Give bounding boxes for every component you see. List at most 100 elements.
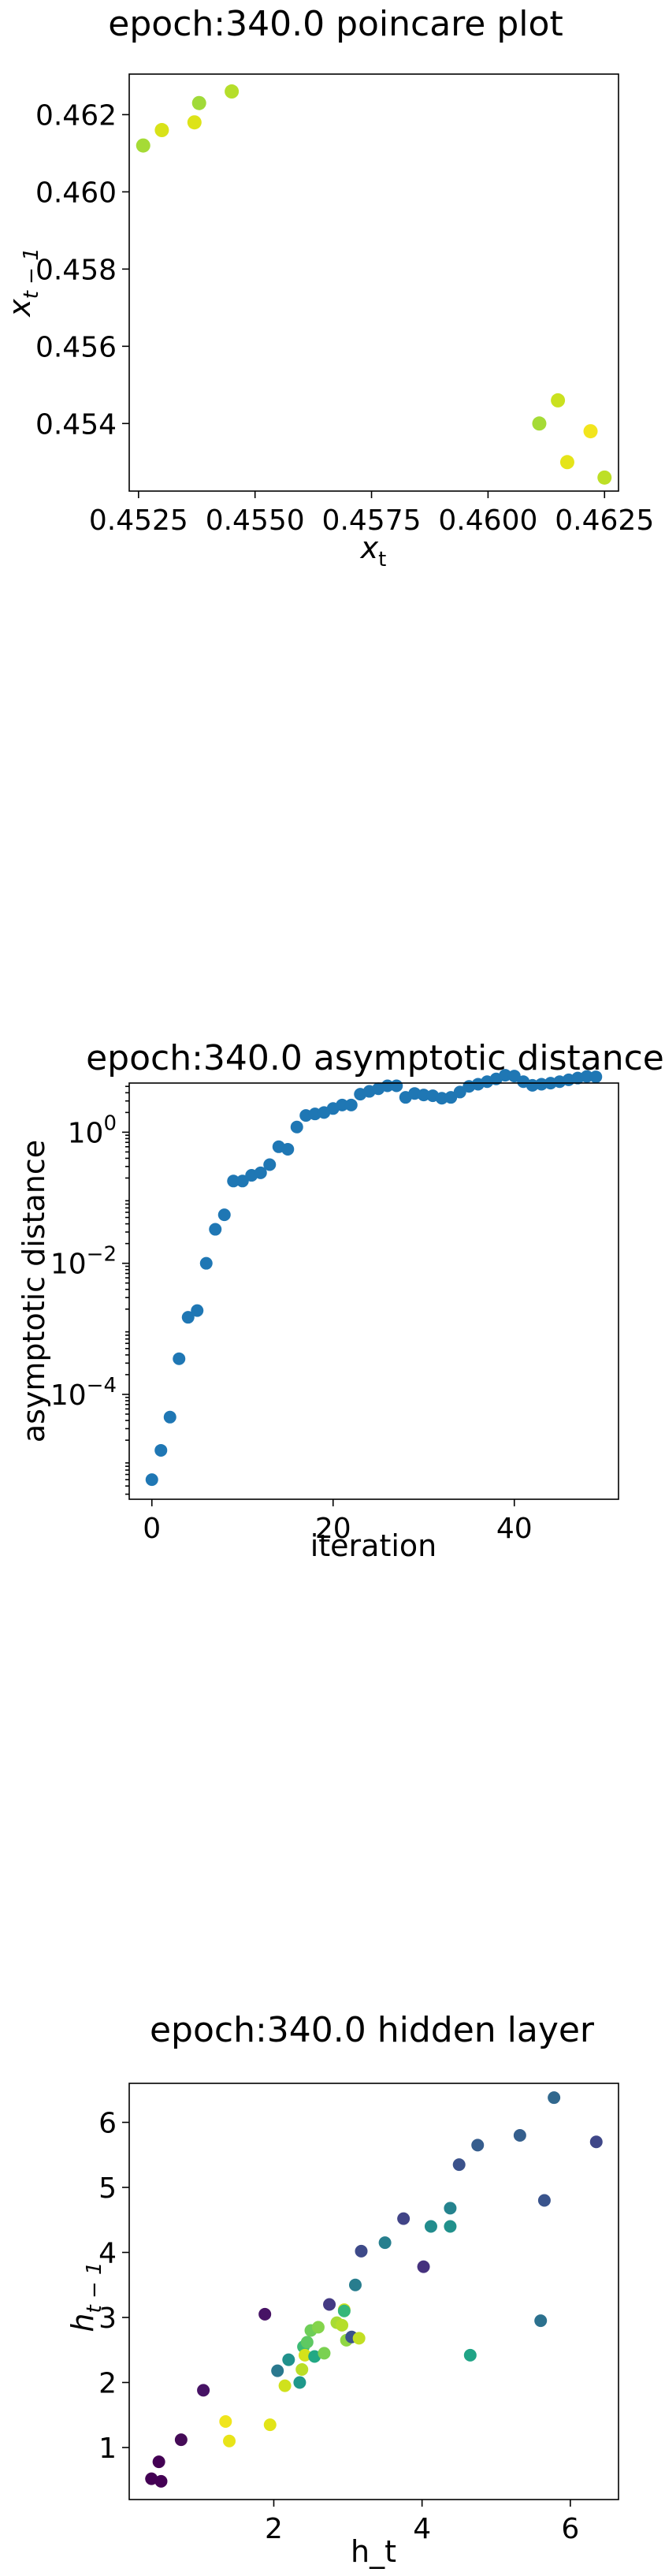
data-point [223, 2434, 236, 2448]
asymptotic-distance-x-label: iteration [310, 1528, 437, 1563]
poincare-plot-title: epoch:340.0 poincare plot [108, 4, 563, 44]
poincare-plot-points [136, 84, 612, 485]
data-point [583, 424, 598, 439]
data-point [336, 1098, 349, 1111]
data-point [174, 2433, 188, 2447]
data-point [444, 2202, 457, 2215]
data-point [271, 2364, 284, 2377]
hidden-layer-y-ticks: 1 2 3 4 5 6 [98, 2108, 129, 2465]
data-point [559, 455, 574, 470]
poincare-plot-y-ticks: 0.454 0.456 0.458 0.460 0.462 [35, 99, 129, 441]
data-point [435, 1092, 448, 1105]
y-tick-label: 0.454 [35, 408, 117, 441]
data-point [323, 2298, 336, 2311]
y-tick-label: 10−4 [50, 1374, 117, 1412]
data-point [191, 95, 206, 110]
poincare-plot-x-ticks: 0.4525 0.4550 0.4575 0.4600 0.4625 [89, 491, 654, 537]
data-point [263, 2418, 277, 2432]
data-point [417, 1089, 430, 1102]
data-point [197, 2384, 210, 2397]
hidden-layer-x-ticks: 2 4 6 [265, 2500, 579, 2545]
data-point [308, 2350, 321, 2363]
y-tick-label: 0.460 [35, 177, 117, 209]
x-tick-label: 0.4600 [438, 504, 537, 537]
data-point [136, 138, 150, 153]
data-point [199, 1256, 213, 1270]
data-point [471, 2139, 485, 2152]
x-tick-label: 0 [143, 1513, 161, 1545]
data-point [281, 1142, 295, 1156]
x-tick-label: 0.4625 [555, 504, 654, 537]
y-tick-label: 6 [98, 2108, 117, 2140]
data-point [548, 2091, 561, 2105]
data-point [390, 1079, 403, 1093]
data-point [597, 470, 612, 485]
y-tick-label: 10−2 [50, 1243, 117, 1281]
data-point [295, 2363, 309, 2376]
asymptotic-distance-frame [128, 1082, 619, 1500]
data-point [219, 2415, 232, 2428]
y-tick-label: 100 [68, 1111, 117, 1149]
y-tick-label: 0.456 [35, 331, 117, 363]
hidden-layer-x-label: h_t [351, 2534, 396, 2569]
data-point [580, 1070, 593, 1083]
data-point [152, 2455, 165, 2469]
data-point [145, 1473, 158, 1487]
x-tick-label: 0.4575 [322, 504, 422, 537]
data-point [499, 1069, 512, 1082]
data-point [145, 2472, 158, 2485]
data-point [173, 1352, 186, 1365]
asymptotic-distance-plot: epoch:340.0 asymptotic distance 0 20 40 10… [17, 1038, 664, 1563]
data-point [378, 2236, 392, 2250]
poincare-plot-y-label: xt − 1 [2, 248, 43, 318]
data-point [225, 84, 240, 99]
data-point [258, 2307, 272, 2321]
asymptotic-distance-x-ticks: 0 20 40 [143, 1499, 533, 1545]
data-point [551, 393, 566, 408]
data-point [236, 1174, 249, 1188]
data-point [209, 1223, 222, 1236]
asymptotic-distance-title: epoch:340.0 asymptotic distance [86, 1038, 664, 1078]
data-point [344, 1098, 358, 1111]
y-tick-label: 5 [98, 2172, 117, 2205]
x-tick-label: 40 [496, 1513, 533, 1545]
hidden-layer-title: epoch:340.0 hidden layer [150, 2010, 595, 2050]
asymptotic-distance-y-label: asymptotic distance [17, 1140, 51, 1442]
data-point [452, 2158, 466, 2172]
poincare-plot: epoch:340.0 poincare plot 0.4525 0.4550 0.… [2, 4, 654, 571]
y-tick-label: 0.458 [35, 254, 117, 286]
data-point [348, 2278, 362, 2291]
data-point [507, 1070, 521, 1083]
data-point [311, 2321, 325, 2334]
data-point [278, 2379, 292, 2392]
data-point [300, 2336, 314, 2349]
data-point [227, 1174, 240, 1188]
data-point [417, 2260, 430, 2273]
data-point [397, 2212, 411, 2225]
data-point [187, 115, 202, 130]
data-point [154, 2474, 168, 2488]
data-point [355, 2244, 368, 2258]
data-point [154, 123, 169, 138]
data-point [424, 2220, 437, 2233]
data-point [318, 2347, 331, 2360]
data-point [589, 2135, 603, 2149]
hidden-layer-frame [128, 2083, 619, 2500]
data-point [534, 2314, 548, 2328]
data-point [463, 2348, 477, 2362]
data-point [298, 2348, 311, 2362]
poincare-plot-x-label: xt [360, 530, 387, 571]
data-point [154, 1443, 168, 1457]
asymptotic-distance-y-ticks: 10−4 10−2 100 [50, 1085, 129, 1495]
x-tick-label: 0.4550 [206, 504, 305, 537]
data-point [191, 1304, 204, 1317]
y-tick-label: 4 [98, 2238, 117, 2270]
data-point [263, 1158, 277, 1171]
data-point [513, 2129, 526, 2142]
data-point [589, 1070, 603, 1084]
data-point [181, 1311, 195, 1324]
x-tick-label: 2 [265, 2513, 283, 2545]
data-point [217, 1208, 231, 1222]
